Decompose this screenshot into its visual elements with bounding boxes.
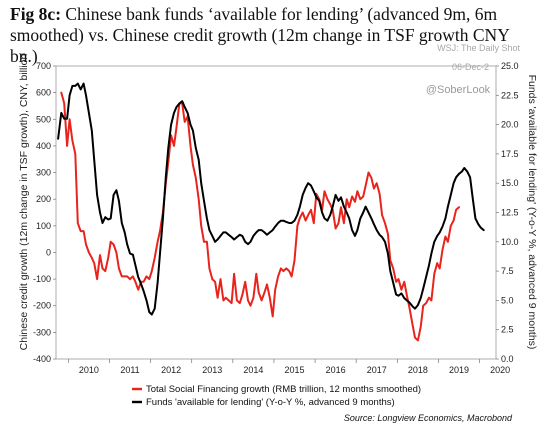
plot-frame [55, 65, 497, 360]
x-tick-label: 2012 [161, 365, 181, 375]
y-right-tick-label: 15.0 [501, 178, 519, 188]
x-tick-label: 2015 [284, 365, 304, 375]
x-tick-label: 2011 [120, 365, 139, 375]
x-tick-label: 2018 [408, 365, 428, 375]
y-left-tick-label: 200 [36, 194, 51, 204]
watermark-date: 06-Dec-2 [452, 62, 489, 72]
x-tick-label: 2020 [490, 365, 510, 375]
y-right-axis-label: Funds 'available for lending' (Y-o-Y %, … [526, 75, 538, 350]
x-tick-label: 2013 [202, 365, 222, 375]
series-line-tsf [60, 91, 460, 342]
legend-label-tsf: Total Social Financing growth (RMB trill… [146, 384, 421, 395]
x-tick-label: 2014 [243, 365, 263, 375]
chart-title: Fig 8c: Chinese bank funds ‘available fo… [10, 4, 535, 67]
y-left-tick-label: 100 [36, 221, 51, 231]
y-right-tick-label: 12.5 [501, 208, 519, 218]
y-left-tick-label: -400 [33, 354, 51, 364]
legend: Total Social Financing growth (RMB trill… [132, 384, 421, 408]
y-left-tick-label: -100 [33, 274, 51, 284]
y-left-tick-label: 500 [36, 114, 51, 124]
watermark-handle: @SoberLook [426, 84, 491, 96]
x-tick-label: 2016 [326, 365, 346, 375]
y-left-tick-label: 0 [46, 247, 51, 257]
y-left-tick-label: 400 [36, 141, 51, 151]
y-right-tick-label: 10.0 [501, 237, 519, 247]
x-tick-label: 2017 [367, 365, 387, 375]
y-left-axis-label: Chinese credit growth (12m change in TSF… [18, 54, 30, 351]
source-note: Source: Longview Economics, Macrobond [344, 413, 513, 423]
watermark-publisher: WSJ: The Daily Shot [437, 43, 520, 53]
y-left-tick-label: -200 [33, 301, 51, 311]
y-left-tick-label: 600 [36, 88, 51, 98]
y-right-tick-label: 20.0 [501, 120, 519, 130]
y-right-tick-label: 25.0 [501, 61, 519, 71]
title-prefix: Fig 8c: [10, 4, 62, 24]
x-tick-label: 2010 [79, 365, 99, 375]
y-left-tick-label: 300 [36, 168, 51, 178]
title-text: Chinese bank funds ‘available for lendin… [10, 4, 510, 66]
y-left-tick-label: -300 [33, 327, 51, 337]
y-right-tick-label: 17.5 [501, 149, 519, 159]
y-right-tick-label: 0.0 [501, 354, 514, 364]
y-right-tick-label: 2.5 [501, 325, 514, 335]
y-left-tick-label: 700 [36, 61, 51, 71]
y-right-tick-label: 22.5 [501, 90, 519, 100]
x-tick-label: 2019 [449, 365, 469, 375]
series-line-funds [57, 82, 485, 316]
legend-label-funds: Funds 'available for lending' (Y-o-Y %, … [146, 397, 395, 408]
y-right-tick-label: 7.5 [501, 266, 514, 276]
y-right-tick-label: 5.0 [501, 295, 514, 305]
